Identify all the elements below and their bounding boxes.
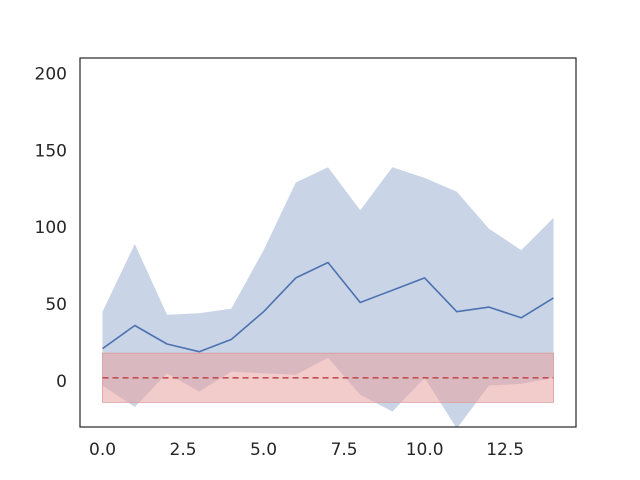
x-axis: 0.0 2.5 5.0 7.5 10.0 12.5 — [89, 440, 524, 460]
y-tick-label: 200 — [35, 64, 67, 84]
x-tick-label: 7.5 — [331, 440, 358, 460]
y-tick-label: 0 — [56, 372, 67, 392]
y-axis: 0 50 100 150 200 — [35, 64, 67, 392]
x-tick-label: 0.0 — [89, 440, 116, 460]
x-tick-label: 10.0 — [406, 440, 444, 460]
series-line — [102, 261, 554, 353]
y-tick-label: 50 — [45, 295, 67, 315]
x-tick-label: 5.0 — [250, 440, 277, 460]
plot-area — [102, 167, 554, 427]
axes-frame — [79, 57, 577, 428]
x-tick-label: 2.5 — [170, 440, 197, 460]
y-tick-label: 100 — [35, 218, 67, 238]
x-tick-label: 12.5 — [486, 440, 524, 460]
y-tick-label: 150 — [35, 141, 67, 161]
